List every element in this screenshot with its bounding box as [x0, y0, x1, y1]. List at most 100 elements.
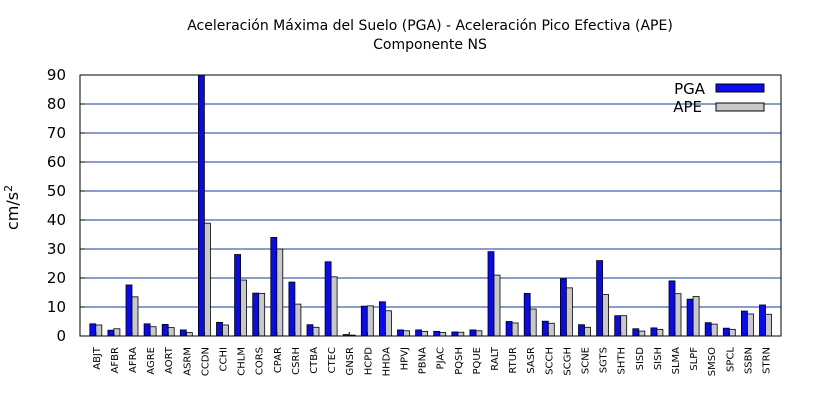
x-tick-label-smso: SMSO — [707, 347, 718, 376]
y-axis-ticks: 0 10 20 30 40 50 60 70 80 90 — [47, 66, 85, 345]
x-tick-label-gnsr: GNSR — [345, 347, 356, 376]
chart-title: Aceleración Máxima del Suelo (PGA) - Ace… — [187, 18, 673, 34]
bar-pga-pjac — [433, 330, 441, 337]
bar-pga-asrm — [179, 329, 187, 337]
bar-pga-spcl — [722, 327, 730, 337]
x-tick-label-hhda: HHDA — [381, 347, 392, 377]
bar-ape-aort — [167, 327, 175, 337]
y-tick-label: 40 — [47, 211, 66, 229]
bar-ape-cpar — [276, 248, 284, 337]
bar-ape-afbr — [113, 328, 121, 337]
bar-ape-sisd — [638, 330, 646, 337]
bar-ape-rtur — [511, 322, 519, 337]
x-tick-label-chlm: CHLM — [237, 347, 248, 376]
plot-frame — [79, 74, 782, 337]
x-tick-label-sish: SISH — [653, 347, 664, 370]
bar-ape-ralt — [493, 274, 501, 337]
x-tick-label-cchi: CCHI — [219, 347, 230, 371]
bar-pga-rtur — [505, 321, 513, 337]
bar-pga-aort — [161, 323, 169, 337]
bar-ape-ssbn — [747, 313, 754, 337]
x-axis-labels: ABJT AFBR AFRA AGRE AORT ASRM CCDN CCHI CHLM CORS… — [92, 346, 773, 376]
x-tick-label-sgts: SGTS — [599, 347, 610, 373]
bar-ape-ctec — [330, 276, 338, 337]
y-tick-label: 30 — [47, 240, 66, 258]
bar-pga-cchi — [216, 321, 223, 337]
bar-ape-scch — [547, 322, 555, 337]
bar-pga-hpvj — [397, 329, 404, 337]
bar-pga-afbr — [107, 329, 115, 337]
legend: PGA APE — [673, 80, 765, 116]
legend-swatch-pga — [715, 83, 765, 93]
chart-subtitle: Componente NS — [373, 37, 487, 53]
legend-swatch-ape — [715, 102, 765, 112]
y-tick-label: 90 — [47, 66, 66, 84]
x-tick-label-pjac: PJAC — [436, 347, 447, 369]
bar-ape-asrm — [185, 332, 193, 337]
bar-pga-strn — [759, 304, 766, 337]
bar-ape-strn — [765, 313, 772, 337]
x-tick-label-hpvj: HPVJ — [400, 347, 411, 370]
bar-pga-ctec — [324, 261, 332, 337]
bar-ape-slma — [674, 293, 682, 337]
bar-pga-cpar — [270, 236, 278, 337]
x-tick-label-ctec: CTEC — [327, 347, 338, 373]
bar-pga-scgh — [560, 278, 567, 337]
x-tick-label-shth: SHTH — [617, 347, 628, 375]
bar-pga-abjt — [89, 323, 97, 337]
x-tick-label-sasr: SASR — [526, 347, 537, 374]
y-tick-label: 60 — [47, 153, 66, 171]
bar-ape-pjac — [439, 332, 447, 337]
x-tick-label-slma: SLMA — [671, 347, 682, 375]
bar-pga-afra — [125, 284, 133, 337]
bar-pga-agre — [143, 323, 151, 337]
bar-pga-hcpd — [360, 305, 368, 337]
bar-ape-afra — [131, 296, 139, 337]
x-tick-label-slpf: SLPF — [689, 347, 700, 371]
gridlines — [80, 103, 781, 308]
bar-ape-hpvj — [403, 330, 410, 337]
bar-pga-hhda — [378, 301, 386, 337]
bar-pga-pque — [469, 329, 477, 337]
x-tick-label-strn: STRN — [762, 347, 773, 374]
x-tick-label-ralt: RALT — [490, 346, 501, 371]
bar-ape-sgts — [602, 294, 609, 337]
bar-ape-shth — [620, 315, 628, 337]
bar-pga-shth — [614, 315, 622, 337]
x-tick-label-pque: PQUE — [472, 347, 483, 375]
legend-label-ape: APE — [673, 98, 702, 116]
bar-pga-sish — [650, 327, 658, 337]
bar-ape-sish — [656, 328, 664, 337]
bar-pga-chlm — [234, 254, 242, 337]
y-tick-label: 0 — [56, 327, 66, 345]
x-tick-label-pqsh: PQSH — [454, 347, 465, 375]
bar-ape-hhda — [384, 310, 392, 337]
x-tick-label-ssbn: SSBN — [743, 347, 754, 374]
y-tick-label: 50 — [47, 182, 66, 200]
bar-ape-pbna — [421, 330, 429, 337]
x-tick-label-sisd: SISD — [635, 347, 646, 371]
bar-ape-scne — [584, 326, 591, 337]
bar-pga-sasr — [523, 292, 531, 337]
x-tick-label-scch: SCCH — [544, 347, 555, 375]
bar-pga-pbna — [415, 329, 423, 337]
x-tick-label-ccdn: CCDN — [200, 347, 211, 376]
bars — [89, 74, 772, 337]
bar-ape-cors — [258, 292, 266, 337]
x-tick-label-afbr: AFBR — [110, 347, 121, 373]
bar-ape-csrh — [294, 303, 302, 337]
bar-ape-ctba — [312, 326, 320, 337]
bar-ape-hcpd — [366, 305, 374, 337]
y-axis-label: cm/s2 — [2, 185, 22, 230]
bar-ape-scgh — [566, 287, 573, 337]
bar-pga-cors — [252, 292, 260, 337]
bar-pga-slpf — [686, 298, 694, 337]
bar-pga-pqsh — [451, 331, 459, 337]
x-tick-label-scgh: SCGH — [562, 347, 573, 376]
x-tick-label-abjt: ABJT — [92, 346, 103, 370]
bar-ape-pque — [475, 330, 483, 337]
bar-ape-cchi — [222, 324, 229, 337]
x-tick-label-csrh: CSRH — [291, 347, 302, 375]
x-tick-label-agre: AGRE — [146, 347, 157, 375]
